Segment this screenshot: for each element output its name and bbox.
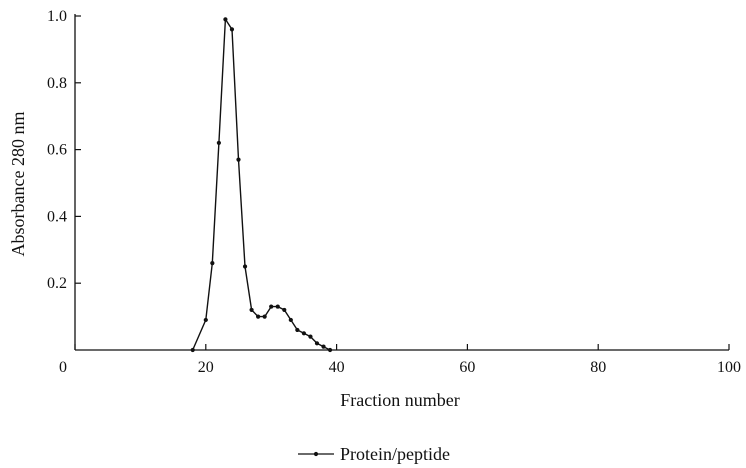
x-tick-label: 20 [198, 359, 214, 376]
data-point [282, 307, 287, 313]
data-point [269, 304, 274, 309]
data-point [262, 314, 267, 319]
y-axis-label: Absorbance 280 nm [8, 112, 28, 257]
data-point [256, 314, 261, 319]
data-point [288, 317, 293, 323]
data-point [210, 261, 215, 266]
x-tick-label: 0 [59, 359, 67, 376]
data-point [295, 327, 300, 333]
x-tick-label: 40 [329, 359, 345, 376]
chart-axes [74, 14, 729, 351]
chart-series [190, 17, 333, 353]
x-tick-label: 60 [459, 359, 475, 376]
data-point [203, 317, 208, 323]
data-point [242, 264, 248, 269]
data-point [249, 307, 254, 313]
x-axis-label: Fraction number [340, 390, 459, 410]
data-point [275, 304, 280, 309]
series-line [192, 18, 331, 351]
data-point [327, 347, 333, 353]
legend-marker-sample [313, 451, 319, 457]
legend-label: Protein/peptide [340, 444, 450, 464]
y-tick-label: 1.0 [47, 8, 67, 25]
data-point [236, 157, 241, 162]
data-point [190, 347, 195, 353]
y-tick-label: 0.8 [47, 75, 67, 92]
y-tick-label: 0.2 [47, 275, 67, 292]
data-point [229, 27, 235, 32]
chart-ticks: 0 20 40 60 80 100 0.2 0.4 0.6 0.8 1.0 [47, 8, 741, 376]
data-point [308, 334, 313, 339]
data-point [216, 140, 221, 146]
chart-legend: Protein/peptide [298, 444, 450, 464]
y-tick-label: 0.4 [47, 208, 67, 225]
data-point [301, 331, 306, 336]
data-point [321, 344, 326, 349]
data-point [314, 341, 320, 346]
data-point [223, 17, 228, 22]
x-tick-label: 80 [590, 359, 606, 376]
x-tick-label: 100 [717, 359, 741, 376]
y-tick-label: 0.6 [47, 142, 67, 159]
